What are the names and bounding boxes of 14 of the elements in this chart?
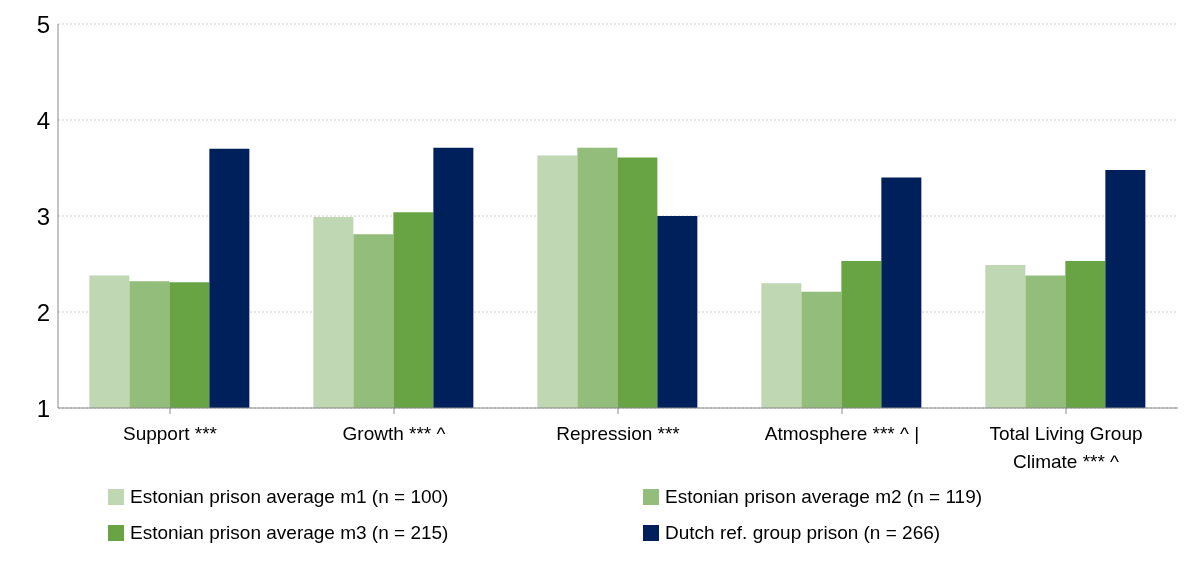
y-tick-label: 5: [36, 10, 50, 38]
x-tick-label: Repression ***: [556, 423, 681, 444]
y-tick-label: 1: [36, 394, 50, 422]
legend-label: Dutch ref. group prison (n = 266): [665, 522, 941, 544]
y-tick-label: 2: [36, 298, 50, 326]
legend-label: Estonian prison average m1 (n = 100): [130, 486, 449, 508]
x-tick-label: Growth *** ^: [342, 423, 446, 444]
x-tick-label: Support ***: [122, 423, 218, 444]
y-tick-label: 4: [36, 106, 50, 134]
x-tick-label: Atmosphere *** ^ |: [764, 423, 920, 444]
legend-label: Estonian prison average m2 (n = 119): [665, 486, 983, 508]
legend-label: Estonian prison average m3 (n = 215): [130, 522, 449, 544]
x-tick-label: Total Living Group Climate *** ^: [989, 423, 1143, 472]
y-tick-label: 3: [36, 202, 50, 230]
